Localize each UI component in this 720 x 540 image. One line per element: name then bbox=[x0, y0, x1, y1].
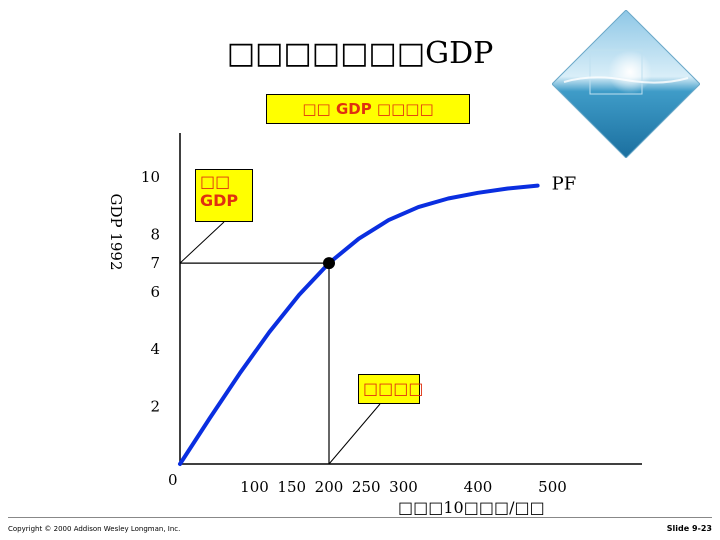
callout-employment-leader bbox=[328, 403, 381, 465]
callout-gdp-line1: □□ bbox=[200, 172, 231, 191]
y-tick-label: 6 bbox=[150, 283, 160, 301]
x-tick-label: 300 bbox=[389, 478, 418, 496]
footer-copyright: Copyright © 2000 Addison Wesley Longman,… bbox=[8, 525, 181, 533]
x-tick-label: 250 bbox=[352, 478, 381, 496]
callout-gdp-leader bbox=[179, 221, 225, 264]
y-tick-label: 4 bbox=[150, 340, 160, 358]
slide-title: □□□□□□□GDP bbox=[226, 36, 494, 71]
y-tick-label: 8 bbox=[150, 225, 160, 243]
x-tick-label: 150 bbox=[277, 478, 306, 496]
x-tick-label: 200 bbox=[315, 478, 344, 496]
y-tick-label: 7 bbox=[150, 254, 160, 272]
y-tick-label: 10 bbox=[141, 168, 160, 186]
origin-label: 0 bbox=[168, 471, 178, 489]
x-axis-label: □□□10□□□/□□ bbox=[398, 498, 545, 517]
ocean-photo-icon bbox=[551, 9, 701, 159]
callout-employment: □□□□ bbox=[358, 374, 423, 404]
y-tick-label: 2 bbox=[150, 398, 160, 416]
callout-gdp-line2: GDP bbox=[200, 191, 239, 210]
subtitle-box: □□ GDP □□□□ bbox=[266, 94, 470, 124]
x-tick-label: 500 bbox=[538, 478, 567, 496]
chart-axes bbox=[179, 133, 642, 465]
series-line-pf bbox=[178, 183, 540, 466]
x-tick-label: 100 bbox=[240, 478, 269, 496]
slide-number: Slide 9-23 bbox=[666, 524, 712, 533]
x-tick-label: 400 bbox=[464, 478, 493, 496]
highlight-point bbox=[323, 257, 335, 270]
series-label-pf: PF bbox=[552, 174, 577, 195]
footer-divider bbox=[8, 517, 712, 518]
callout-gdp: □□ GDP bbox=[195, 169, 253, 222]
y-axis-label: GDP 1992 bbox=[107, 193, 125, 271]
